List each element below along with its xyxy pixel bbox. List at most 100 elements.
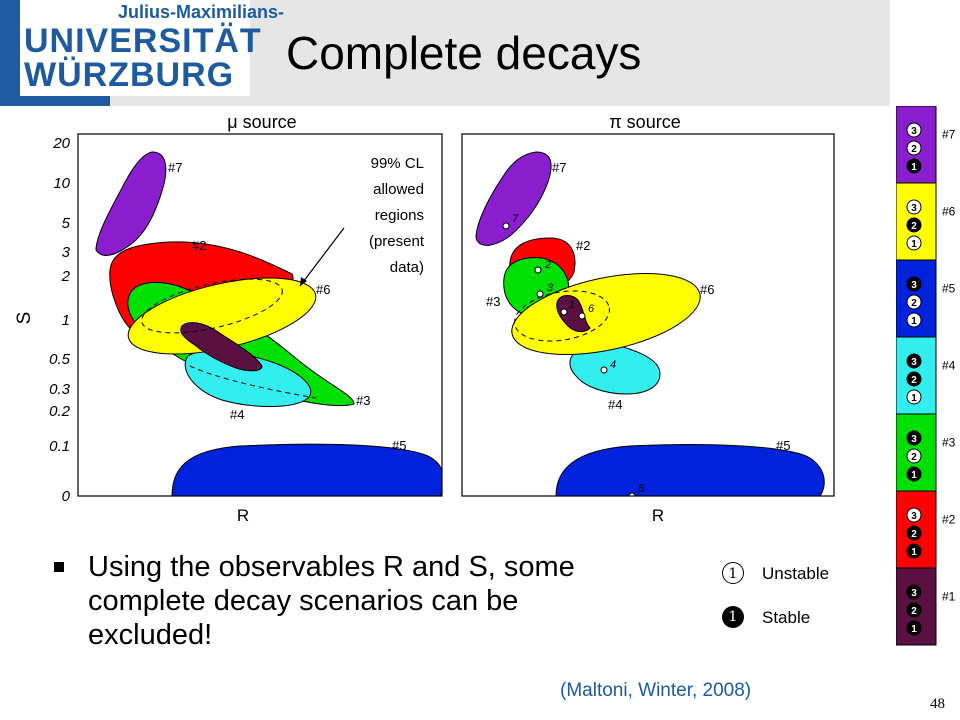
unstable-state-marker [906, 312, 922, 328]
unstable-label: Unstable [762, 564, 830, 583]
best-fit-point [600, 366, 608, 374]
best-fit-point [578, 312, 586, 320]
state-number: 1 [911, 162, 917, 173]
unstable-state-marker [906, 140, 922, 156]
citation: (Maltoni, Winter, 2008) [560, 680, 752, 701]
region-6 [511, 273, 701, 355]
left-plot-frame [77, 133, 443, 497]
point-label: 7 [512, 213, 519, 225]
x-axis-label-left: R [237, 506, 249, 525]
state-number: 3 [911, 280, 917, 291]
point-label: 5 [638, 483, 645, 495]
region-label: #5 [392, 438, 406, 453]
stable-state-marker [906, 158, 922, 174]
annotation-line: data) [390, 259, 424, 276]
stable-state-marker [906, 466, 922, 482]
logo-panel [20, 0, 250, 96]
state-number: 2 [911, 606, 917, 617]
best-fit-point [628, 492, 636, 496]
stable-state-marker [906, 217, 922, 233]
dashed-contour [189, 365, 317, 399]
state-number: 1 [911, 470, 917, 481]
point-label: 1 [569, 299, 575, 311]
unstable-state-marker [906, 507, 922, 523]
y-tick-label: 2 [61, 268, 71, 285]
point-label: 4 [610, 359, 616, 371]
unstable-state-marker [906, 448, 922, 464]
scenario-label: #3 [942, 436, 956, 450]
y-tick-label: 20 [52, 135, 70, 152]
y-tick-label: 10 [53, 175, 70, 192]
state-number: 1 [911, 547, 917, 558]
y-tick-label: 0.1 [49, 438, 70, 455]
region-label: #7 [552, 160, 566, 175]
region-7 [475, 151, 552, 246]
scenario-label: #7 [942, 128, 956, 142]
state-number: 2 [911, 221, 917, 232]
y-tick-label: 5 [62, 215, 71, 232]
annotation-line: 99% CL [371, 155, 424, 172]
logo-text-line1: Julius-Maximilians- [118, 2, 285, 22]
state-number: 2 [911, 375, 917, 386]
scenario-label: #5 [942, 282, 956, 296]
stable-state-marker [906, 584, 922, 600]
stable-state-marker [906, 602, 922, 618]
region-5 [555, 444, 825, 496]
unstable-state-marker [906, 235, 922, 251]
y-axis-label: S [14, 312, 35, 325]
best-fit-point [560, 308, 568, 316]
best-fit-point [536, 290, 544, 298]
annotation-arrow [299, 227, 345, 287]
stable-state-marker [906, 430, 922, 446]
state-number: 3 [911, 126, 917, 137]
bullet-marker [54, 562, 64, 572]
state-number: 1 [911, 239, 917, 250]
region-1 [556, 295, 591, 333]
region-label: #4 [608, 397, 622, 412]
unstable-state-marker [906, 199, 922, 215]
state-number: 2 [911, 529, 917, 540]
unstable-state-marker [906, 389, 922, 405]
x-axis-label-right: R [652, 506, 664, 525]
region-label: #3 [356, 393, 370, 408]
logo-text-line3: WÜRZBURG [24, 56, 235, 94]
annotation-line: regions [375, 207, 424, 224]
region-label: #7 [168, 160, 182, 175]
point-label: 2 [544, 259, 551, 271]
scenario-label: #6 [942, 205, 956, 219]
decay-regions-figure: μ source π source S 20 10 5 3 2 1 0.5 0.… [14, 112, 835, 525]
region-label: #4 [230, 407, 244, 422]
left-panel-title: μ source [227, 112, 296, 132]
page-number: 48 [930, 696, 945, 712]
region-label: #6 [316, 282, 330, 297]
stable-state-marker [906, 543, 922, 559]
state-number: 3 [911, 357, 917, 368]
region-label: #2 [576, 238, 590, 253]
state-number: 2 [911, 452, 917, 463]
stable-state-marker [906, 276, 922, 292]
state-number: 3 [911, 511, 917, 522]
stable-state-marker [906, 620, 922, 636]
stable-state-marker [906, 371, 922, 387]
scenario-label: #4 [942, 359, 956, 373]
region-label: #6 [700, 282, 714, 297]
region-label: #3 [486, 294, 500, 309]
state-number: 1 [911, 316, 917, 327]
point-label: 3 [547, 282, 554, 294]
region-7 [95, 151, 167, 256]
stable-state-marker [906, 525, 922, 541]
scenario-label: #1 [942, 590, 956, 604]
unstable-symbol: 1 [722, 562, 744, 584]
unstable-state-marker [906, 294, 922, 310]
dashed-contour [514, 290, 610, 342]
bullet-text: Using the observables R and S, some comp… [88, 551, 575, 651]
y-tick-label: 0.3 [49, 381, 71, 398]
stable-symbol: 1 [722, 606, 744, 628]
annotation-line: (present [369, 233, 425, 250]
state-number: 3 [911, 434, 917, 445]
state-number: 2 [911, 298, 917, 309]
region-label: #5 [776, 438, 790, 453]
y-tick-label: 0 [62, 488, 71, 505]
region-1 [180, 322, 263, 372]
stable-label: Stable [762, 608, 811, 627]
